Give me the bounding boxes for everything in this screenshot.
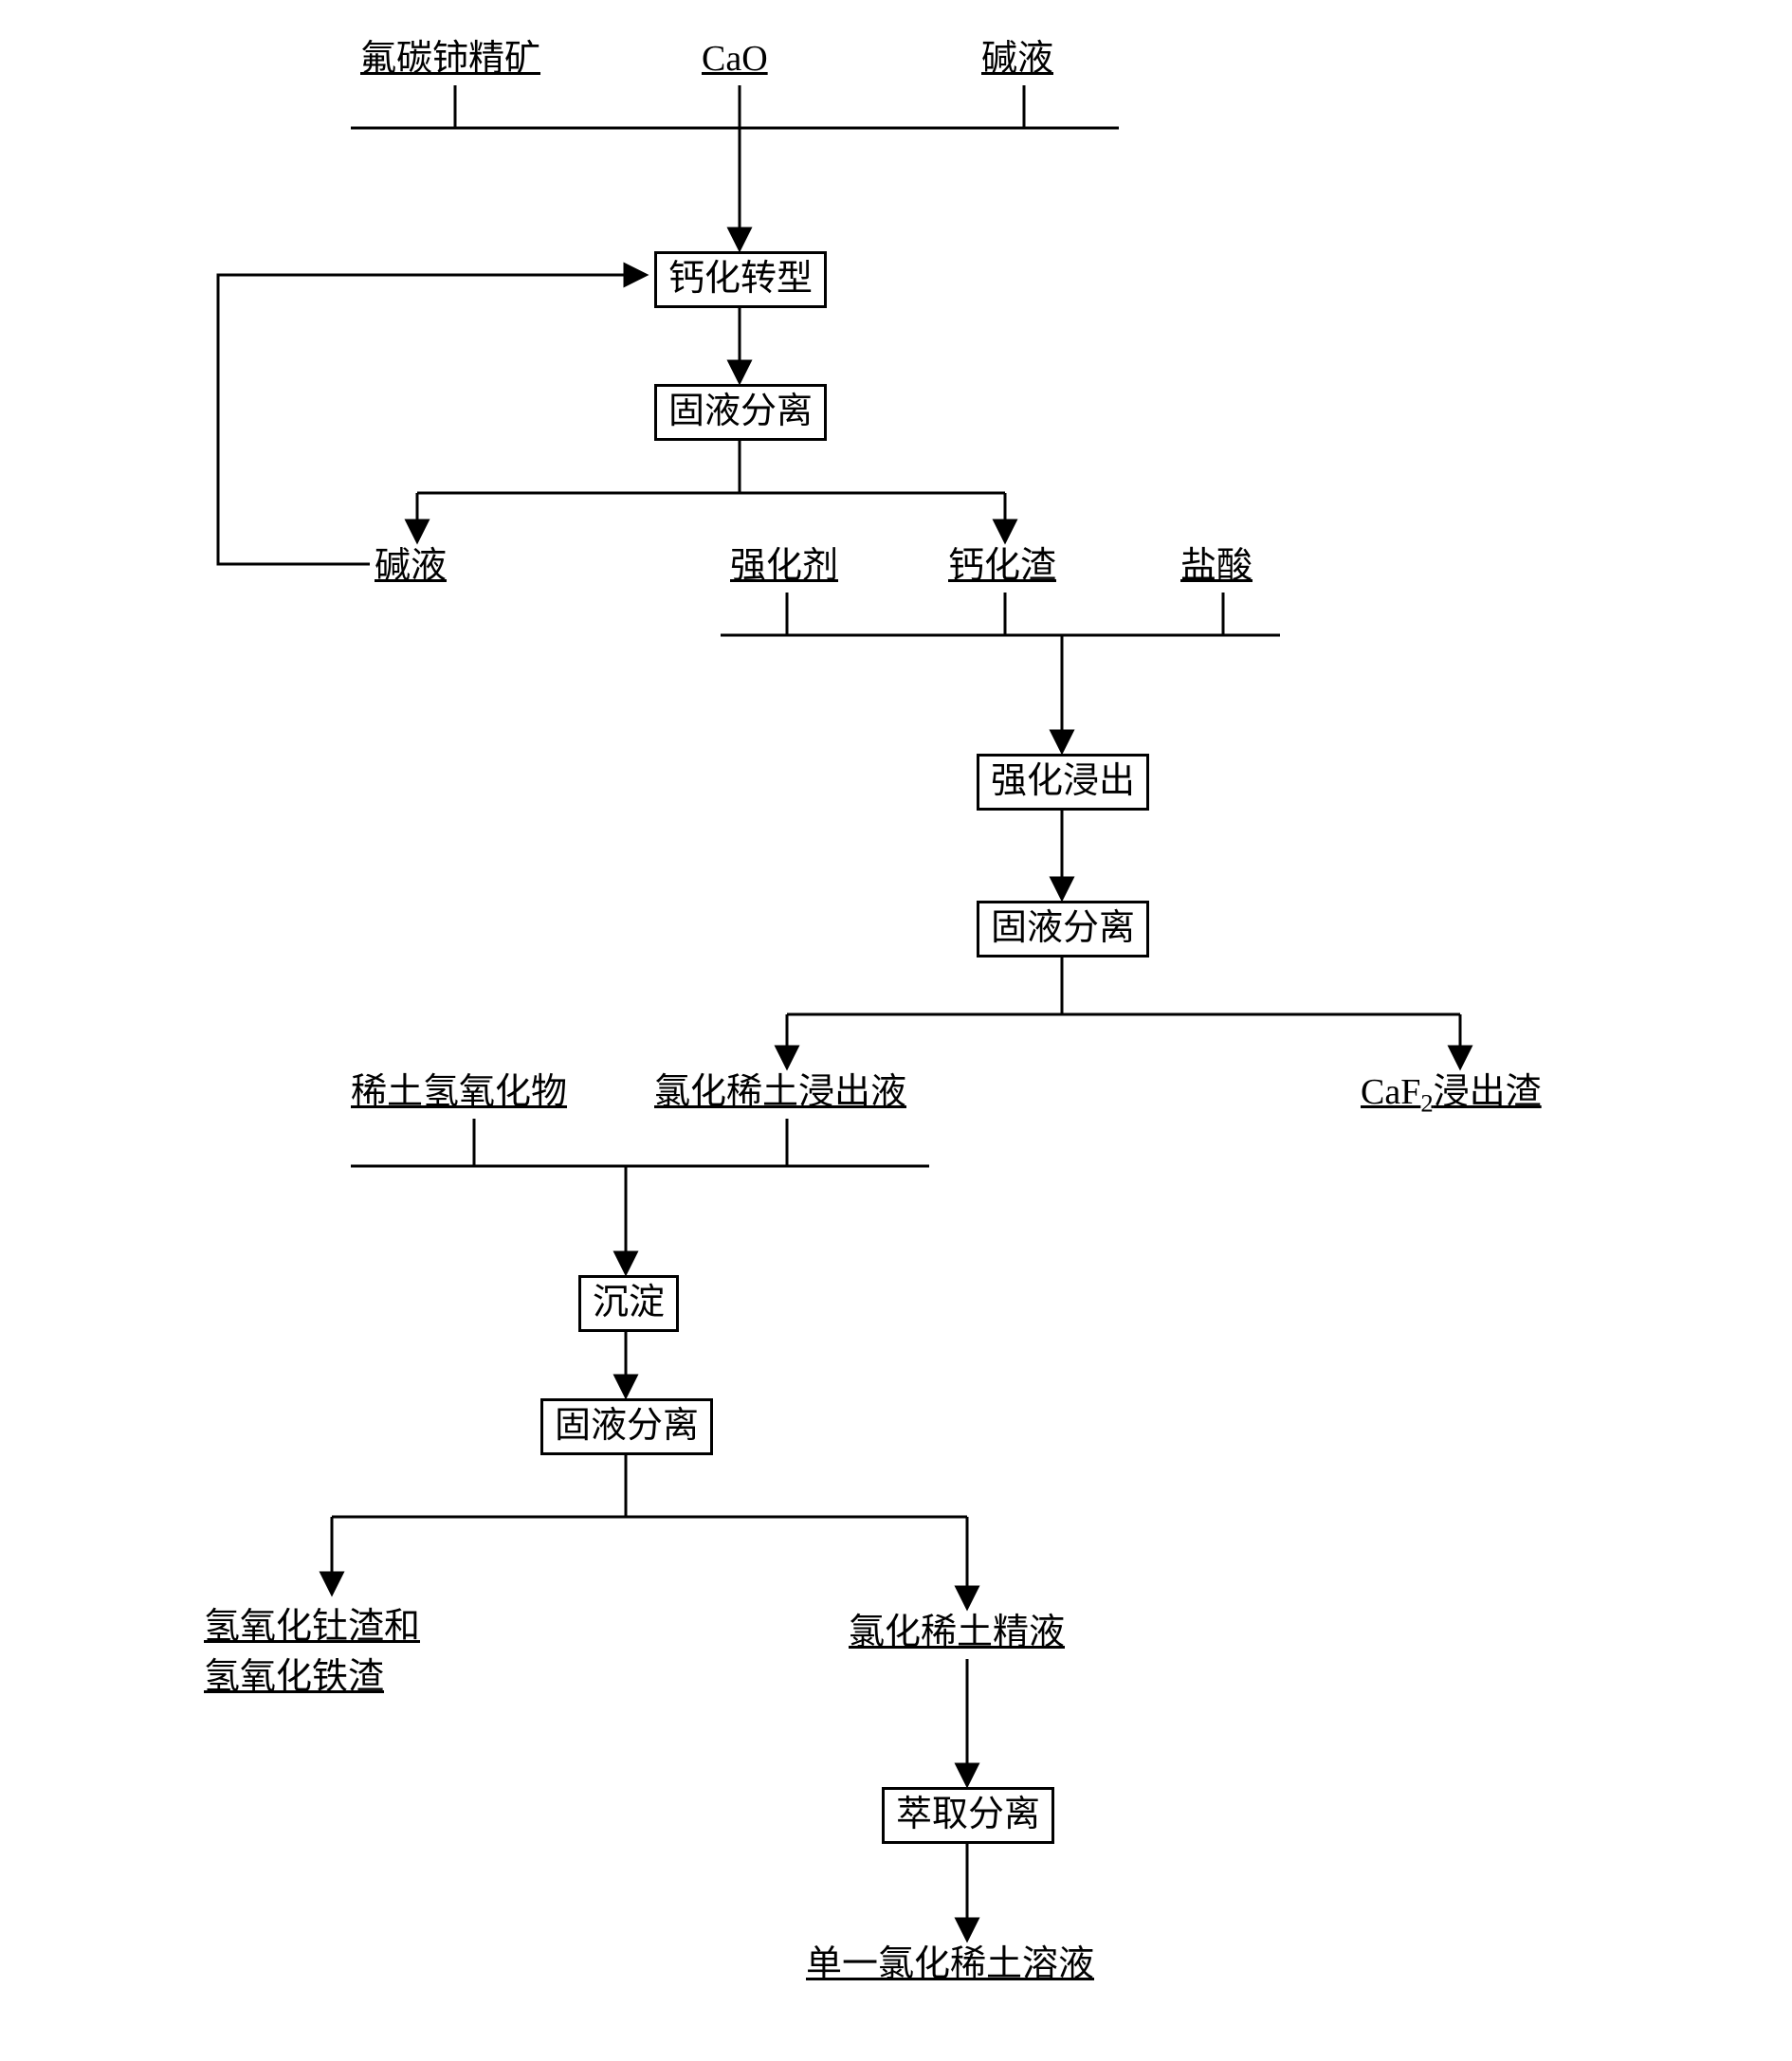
input-hcl: 盐酸 [1180, 545, 1253, 589]
input-fluorocarbon-cerium: 氟碳铈精矿 [360, 38, 540, 82]
output-alkali-recycle: 碱液 [375, 545, 447, 589]
process-intensified-leach: 强化浸出 [977, 754, 1149, 811]
input-re-chloride-refined: 氯化稀土精液 [849, 1612, 1065, 1655]
process-extraction-sep: 萃取分离 [882, 1787, 1054, 1844]
output-th-fe-hydroxide-slag: 氢氧化钍渣和氢氧化铁渣 [204, 1602, 488, 1703]
process-precipitation: 沉淀 [578, 1275, 679, 1332]
input-alkali: 碱液 [981, 38, 1053, 82]
flowchart-connectors [0, 0, 1792, 2061]
output-single-re-chloride: 单一氯化稀土溶液 [806, 1943, 1094, 1987]
output-caf2-residue: CaF2浸出渣 [1361, 1071, 1542, 1120]
input-cao: CaO [702, 38, 768, 82]
process-sl-sep-3: 固液分离 [540, 1398, 713, 1455]
input-intensifier: 强化剂 [730, 545, 838, 589]
process-sl-sep-1: 固液分离 [654, 384, 827, 441]
input-re-hydroxide: 稀土氢氧化物 [351, 1071, 567, 1115]
input-re-chloride-leachate: 氯化稀土浸出液 [654, 1071, 906, 1115]
process-sl-sep-2: 固液分离 [977, 901, 1149, 958]
input-calcification-slag: 钙化渣 [948, 545, 1056, 589]
process-calcification: 钙化转型 [654, 251, 827, 308]
